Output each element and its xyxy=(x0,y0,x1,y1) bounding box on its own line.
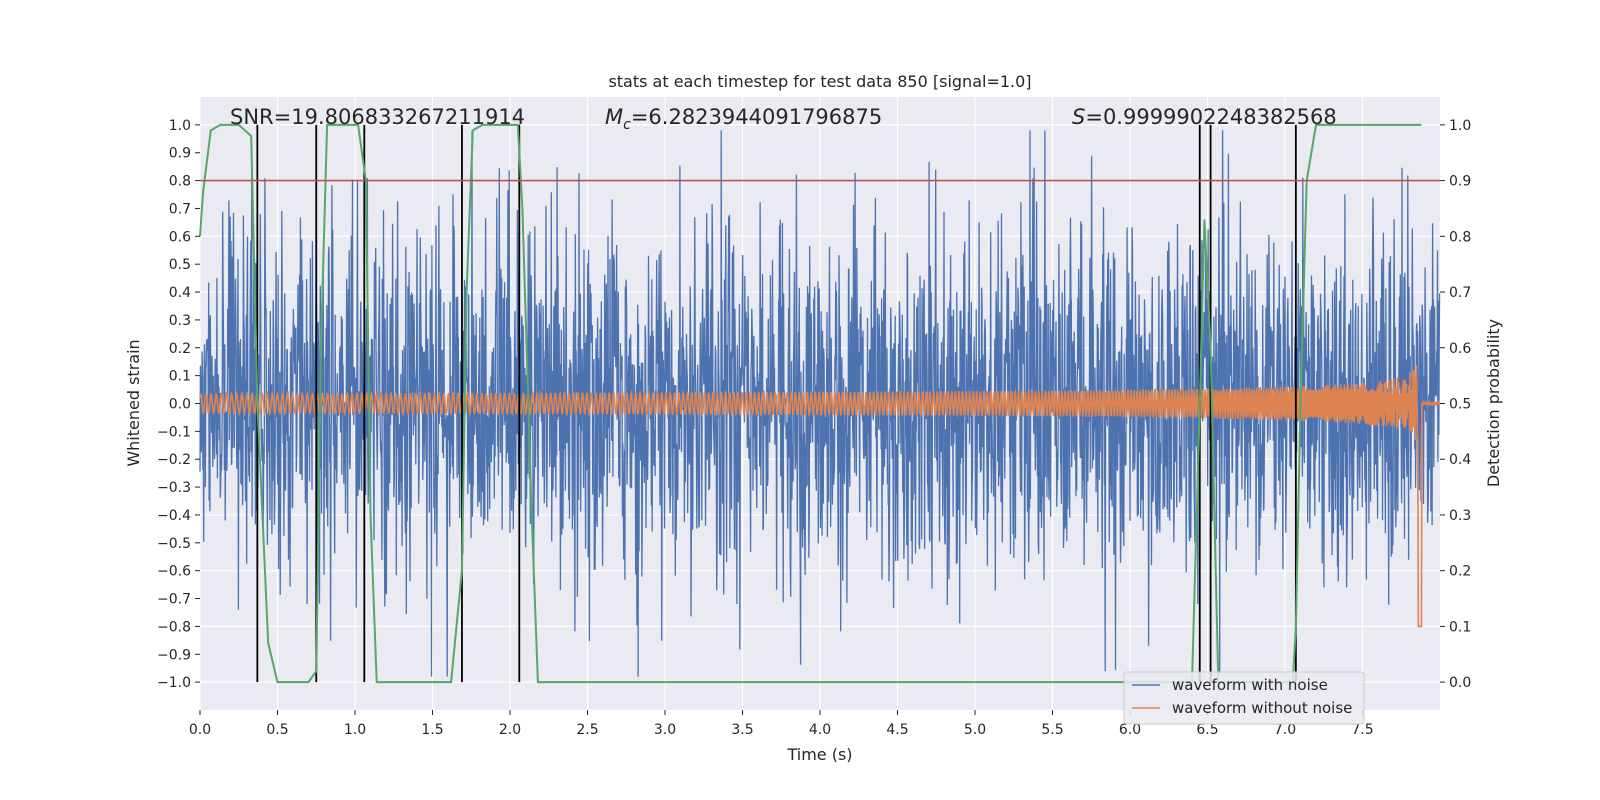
y2-tick-label: 0.5 xyxy=(1449,397,1471,413)
y-tick-label: −0.9 xyxy=(157,647,191,663)
y-tick-label: 0.6 xyxy=(169,229,191,245)
x-tick-label: 7.0 xyxy=(1274,722,1296,738)
y-tick-label: 1.0 xyxy=(169,118,191,134)
series-waveform-without-noise xyxy=(199,365,1441,628)
x-tick-label: 4.0 xyxy=(809,722,831,738)
noisy-waveform-line xyxy=(199,130,1441,677)
y-tick-label: −0.1 xyxy=(157,424,191,440)
y-tick-label: 0.4 xyxy=(169,285,191,301)
y-tick-label: 0.1 xyxy=(169,369,191,385)
x-tick-label: 3.0 xyxy=(654,722,676,738)
y2-tick-label: 0.7 xyxy=(1449,285,1471,301)
y-tick-label: 0.2 xyxy=(169,341,191,357)
clean-waveform-line xyxy=(199,365,1441,628)
x-tick-label: 0.5 xyxy=(266,722,288,738)
y-tick-label: 0.8 xyxy=(169,174,191,190)
s-symbol: S xyxy=(1072,105,1085,129)
y-tick-label: −0.3 xyxy=(157,480,191,496)
x-tick-label: 2.5 xyxy=(576,722,598,738)
y2-tick-label: 0.0 xyxy=(1449,675,1471,691)
detection-probability-series xyxy=(199,123,1422,684)
y2-tick-label: 0.9 xyxy=(1449,174,1471,190)
y2-tick-label: 0.1 xyxy=(1449,619,1471,635)
legend-label-noisy: waveform with noise xyxy=(1172,676,1328,694)
y-tick-label: −1.0 xyxy=(157,675,191,691)
x-tick-label: 2.0 xyxy=(499,722,521,738)
y-tick-label: −0.7 xyxy=(157,592,191,608)
legend: waveform with noise waveform without noi… xyxy=(1123,671,1365,725)
chirp-mass-annotation: Mc=6.2823944091796875 xyxy=(605,105,882,133)
y-tick-label: −0.6 xyxy=(157,564,191,580)
s-value: =0.9999902248382568 xyxy=(1085,105,1336,129)
chirp-mass-symbol: M xyxy=(605,105,623,129)
y-axis-right: 1.0 0.9 0.8 0.7 0.6 0.5 0.4 0.3 0.2 0.1 0.0 xyxy=(1440,118,1471,691)
x-axis: 0.0 0.5 1.0 1.5 2.0 2.5 3.0 3.5 4.0 4.5 5.0 5.5 6.0 6… xyxy=(189,710,1374,738)
detection-probability-line xyxy=(199,123,1422,684)
y-axis-label: Whitened strain xyxy=(124,339,143,466)
y-tick-label: −0.5 xyxy=(157,536,191,552)
chirp-mass-value: =6.2823944091796875 xyxy=(631,105,882,129)
x-tick-label: 3.5 xyxy=(731,722,753,738)
y-tick-label: 0.0 xyxy=(169,397,191,413)
x-tick-label: 6.5 xyxy=(1196,722,1218,738)
chart-title: stats at each timestep for test data 850… xyxy=(608,72,1031,91)
y2-tick-label: 0.4 xyxy=(1449,452,1471,468)
y-tick-label: 0.5 xyxy=(169,257,191,273)
snr-annotation: SNR=19.806833267211914 xyxy=(230,105,525,129)
x-tick-label: 0.0 xyxy=(189,722,211,738)
series-waveform-with-noise xyxy=(199,130,1441,677)
y2-axis-label: Detection probability xyxy=(1484,319,1503,487)
x-tick-label: 4.5 xyxy=(886,722,908,738)
s-annotation: S=0.9999902248382568 xyxy=(1072,105,1337,129)
chirp-mass-subscript: c xyxy=(623,117,631,133)
x-axis-label: Time (s) xyxy=(786,745,852,764)
legend-label-clean: waveform without noise xyxy=(1172,699,1352,717)
y-tick-label: 0.9 xyxy=(169,146,191,162)
y-tick-label: 0.7 xyxy=(169,201,191,217)
y2-tick-label: 0.8 xyxy=(1449,229,1471,245)
y-tick-label: −0.4 xyxy=(157,508,191,524)
y2-tick-label: 0.6 xyxy=(1449,341,1471,357)
x-tick-label: 1.0 xyxy=(344,722,366,738)
y-tick-label: 0.3 xyxy=(169,313,191,329)
x-tick-label: 1.5 xyxy=(421,722,443,738)
y-tick-label: −0.8 xyxy=(157,619,191,635)
x-tick-label: 5.5 xyxy=(1041,722,1063,738)
y-axis-left: 1.0 0.9 0.8 0.7 0.6 0.5 0.4 0.3 0.2 0.1 0.0 −0.1 −0.… xyxy=(157,118,200,691)
x-tick-label: 5.0 xyxy=(964,722,986,738)
y-tick-label: −0.2 xyxy=(157,452,191,468)
y2-tick-label: 0.3 xyxy=(1449,508,1471,524)
legend-box xyxy=(1123,671,1365,725)
x-tick-label: 7.5 xyxy=(1351,722,1373,738)
y2-tick-label: 1.0 xyxy=(1449,118,1471,134)
event-markers xyxy=(256,124,1297,683)
y2-tick-label: 0.2 xyxy=(1449,564,1471,580)
x-tick-label: 6.0 xyxy=(1119,722,1141,738)
